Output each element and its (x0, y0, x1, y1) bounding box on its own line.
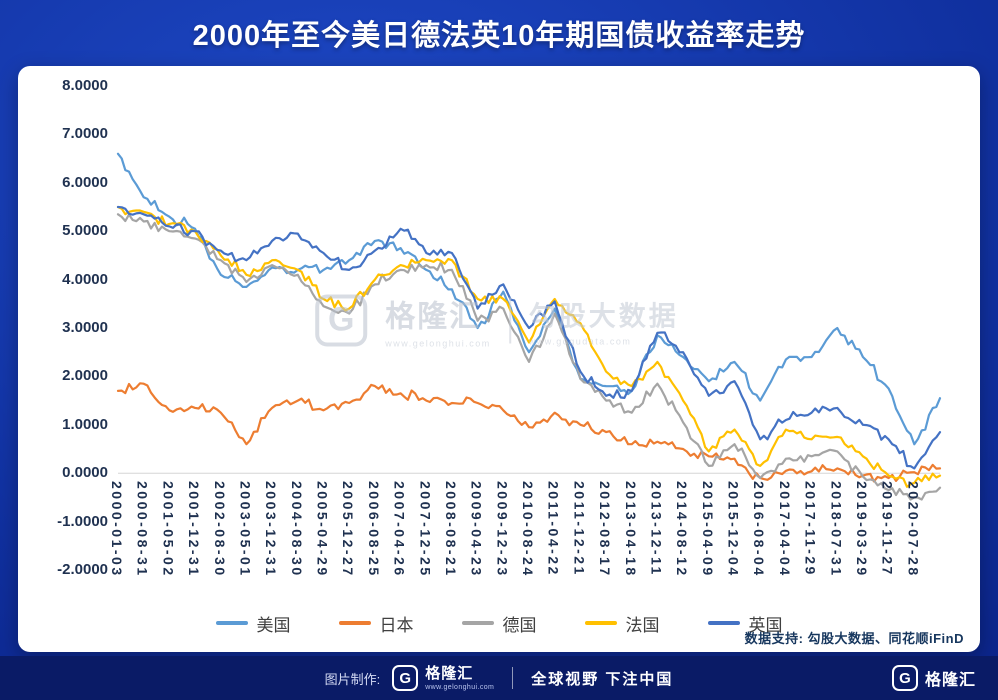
y-axis-tick-label: -2.0000 (57, 561, 108, 578)
legend-swatch (707, 621, 740, 625)
x-axis-tick-label: 2017-04-04 (776, 481, 793, 578)
x-axis-tick-label: 2002-08-30 (211, 481, 228, 578)
legend-label: 德国 (502, 615, 537, 635)
series-line-美国 (116, 152, 942, 446)
x-axis-tick-label: 2018-07-31 (828, 481, 845, 578)
legend-label: 法国 (625, 615, 660, 635)
x-axis-tick-label: 2013-04-18 (622, 481, 639, 578)
legend-swatch (338, 621, 371, 625)
x-axis-tick-label: 2004-08-30 (288, 481, 305, 578)
x-axis-tick-label: 2006-08-25 (365, 481, 382, 578)
y-axis-tick-label: -1.0000 (57, 512, 108, 530)
chart-plot (116, 152, 942, 501)
x-axis-tick-label: 2005-04-29 (314, 481, 331, 578)
chart-card: G 格隆汇 www.gelonghui.com 勾股大数据 www.goguda… (18, 66, 980, 652)
x-axis-tick-label: 2001-12-31 (186, 481, 203, 578)
x-axis-tick-label: 2014-08-12 (674, 481, 691, 578)
legend-item-美国: 美国 (215, 611, 291, 636)
y-axis-tick-label: 8.0000 (62, 77, 108, 94)
series-line-英国 (116, 205, 942, 470)
x-axis-tick-label: 2001-05-02 (160, 481, 177, 578)
y-axis-tick-label: 5.0000 (62, 222, 108, 240)
series-line-日本 (116, 382, 942, 483)
legend-item-德国: 德国 (461, 611, 537, 636)
x-axis-tick-label: 2007-04-26 (391, 481, 408, 578)
footer-right-brand: 格隆汇 (924, 672, 976, 689)
x-axis-tick-label: 2003-05-01 (237, 481, 254, 578)
x-axis-tick-label: 2016-08-04 (751, 481, 768, 578)
x-axis-tick-label: 2019-03-29 (853, 481, 870, 578)
x-axis-tick-label: 2015-12-04 (725, 481, 742, 578)
y-axis-tick-label: 4.0000 (62, 270, 108, 288)
x-axis-tick-label: 2012-08-17 (597, 481, 614, 578)
legend-item-日本: 日本 (338, 611, 414, 636)
title-bar: 2000年至今美日德法英10年期国债收益率走势 (0, 0, 998, 66)
y-axis-tick-label: 3.0000 (62, 319, 108, 336)
x-axis-tick-label: 2011-12-21 (571, 481, 588, 578)
gelonghui-logo-icon: G (392, 665, 419, 691)
x-axis-tick-label: 2009-04-23 (468, 481, 485, 578)
footer-bar: 图片制作: G 格隆汇 www.gelonghui.com 全球视野 下注中国 … (0, 656, 998, 700)
y-axis-tick-label: 1.0000 (62, 415, 108, 433)
footer-divider (512, 667, 514, 689)
footer-brand-url: www.gelonghui.com (425, 683, 495, 691)
x-axis-tick-label: 2019-11-27 (879, 481, 896, 578)
y-axis-tick-label: 6.0000 (62, 173, 108, 191)
x-axis-tick-label: 2020-07-28 (905, 481, 922, 578)
legend-label: 英国 (748, 615, 783, 635)
chart-area: G 格隆汇 www.gelonghui.com 勾股大数据 www.goguda… (32, 72, 962, 612)
legend-swatch (461, 621, 494, 625)
chart-legend: 美国 日本 德国 法国 英国 (18, 611, 980, 635)
series-line-法国 (116, 205, 942, 488)
x-axis-tick-label: 2007-12-25 (417, 481, 434, 578)
legend-swatch (584, 621, 617, 625)
x-axis-tick-label: 2000-01-03 (109, 481, 125, 578)
x-axis-tick-label: 2017-11-29 (802, 481, 819, 578)
footer-right-logo: G 格隆汇 (891, 656, 976, 700)
y-axis-tick-label: 2.0000 (62, 367, 108, 385)
x-axis-tick-label: 2010-08-24 (520, 481, 536, 578)
x-axis-tick-label: 2005-12-27 (340, 481, 357, 578)
y-axis-tick-label: 7.0000 (62, 125, 108, 143)
data-source-note: 数据支持: 勾股大数据、同花顺iFinD (744, 631, 964, 646)
series-line-德国 (116, 213, 942, 501)
gelonghui-logo-icon: G (891, 665, 918, 691)
x-axis-tick-label: 2013-12-11 (648, 481, 665, 578)
legend-swatch (215, 621, 248, 625)
legend-label: 美国 (256, 615, 291, 635)
x-axis-tick-label: 2003-12-31 (263, 481, 280, 578)
legend-item-法国: 法国 (584, 611, 660, 636)
made-by-label: 图片制作: (324, 671, 381, 687)
footer-slogan: 全球视野 下注中国 (531, 670, 674, 688)
x-axis-tick-label: 2015-04-09 (699, 481, 716, 578)
footer-brand-block: 格隆汇 www.gelonghui.com (425, 666, 494, 691)
legend-item-英国: 英国 (707, 611, 783, 636)
x-axis-tick-label: 2008-08-21 (442, 481, 459, 578)
y-axis-tick-label: 0.0000 (62, 464, 108, 482)
x-axis-tick-label: 2011-04-22 (545, 481, 562, 578)
x-axis-tick-label: 2000-08-31 (134, 481, 151, 578)
footer-brand: 格隆汇 (425, 664, 474, 682)
legend-label: 日本 (379, 615, 414, 635)
page-title: 2000年至今美日德法英10年期国债收益率走势 (192, 20, 806, 52)
x-axis-tick-label: 2009-12-23 (494, 481, 511, 578)
footer-gelonghui-logo: G 格隆汇 www.gelonghui.com (392, 665, 494, 691)
